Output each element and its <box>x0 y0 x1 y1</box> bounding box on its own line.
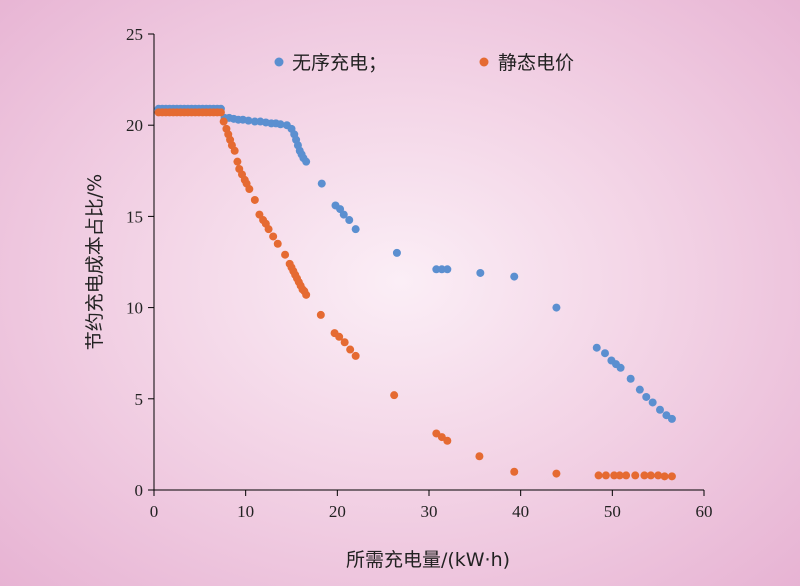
data-point-series-2 <box>443 436 452 445</box>
legend-label-series-1: 无序充电； <box>292 52 387 74</box>
axes <box>153 34 704 491</box>
data-point-series-1 <box>648 398 657 407</box>
y-tick-label: 20 <box>126 116 143 135</box>
series-2 <box>154 108 676 481</box>
data-point-series-2 <box>302 290 311 299</box>
data-point-series-1 <box>339 210 348 219</box>
data-point-series-1 <box>642 392 651 401</box>
data-point-series-2 <box>640 471 649 480</box>
data-point-series-1 <box>476 268 485 277</box>
y-axis-title: 节约充电成本占比/% <box>84 174 106 350</box>
data-point-series-1 <box>437 265 446 274</box>
data-point-series-2 <box>631 471 640 480</box>
y-tick-label: 0 <box>135 481 144 500</box>
x-tick-label: 60 <box>696 502 713 521</box>
data-point-series-2 <box>281 250 290 259</box>
data-point-series-1 <box>616 363 625 372</box>
legend-marker-series-1 <box>274 57 284 67</box>
data-point-series-1 <box>510 272 519 281</box>
data-point-series-1 <box>635 385 644 394</box>
data-point-series-2 <box>269 232 278 241</box>
x-tick-label: 40 <box>512 502 529 521</box>
data-point-series-2 <box>335 332 344 341</box>
x-tick-label: 30 <box>421 502 438 521</box>
legend-marker-series-2 <box>479 57 489 67</box>
data-point-series-2 <box>264 225 273 234</box>
data-point-series-2 <box>510 467 519 476</box>
data-point-series-1 <box>302 157 311 166</box>
data-point-series-2 <box>601 471 610 480</box>
data-point-series-1 <box>317 179 326 188</box>
data-point-series-1 <box>601 349 609 358</box>
legend: 无序充电； 静态电价 <box>274 52 574 74</box>
data-point-series-1 <box>345 216 354 225</box>
data-point-series-1 <box>626 374 635 383</box>
data-point-series-1 <box>392 248 401 257</box>
data-point-series-2 <box>610 471 619 480</box>
data-point-series-1 <box>351 225 360 234</box>
x-tick-label: 50 <box>604 502 621 521</box>
data-point-series-2 <box>351 351 360 360</box>
x-tick-label: 0 <box>150 502 159 521</box>
data-point-series-1 <box>244 116 253 125</box>
data-point-series-2 <box>316 310 325 319</box>
data-point-series-1 <box>276 120 285 129</box>
data-point-series-2 <box>552 469 561 478</box>
data-point-series-2 <box>216 108 225 117</box>
data-point-series-1 <box>552 303 561 312</box>
y-tick-label: 5 <box>135 390 144 409</box>
data-point-series-2 <box>250 195 259 204</box>
data-point-series-2 <box>654 471 663 480</box>
data-point-series-1 <box>443 265 452 274</box>
data-point-series-2 <box>245 185 254 194</box>
data-point-series-2 <box>219 117 228 126</box>
data-point-series-2 <box>346 345 355 354</box>
data-point-series-1 <box>667 414 676 423</box>
data-point-series-2 <box>615 471 624 480</box>
data-point-series-2 <box>660 472 669 481</box>
data-point-series-1 <box>656 405 664 414</box>
y-tick-label: 15 <box>126 207 143 226</box>
y-tick-label: 25 <box>126 25 143 44</box>
data-point-series-2 <box>646 471 655 480</box>
data-point-series-1 <box>432 265 441 274</box>
data-points <box>154 104 676 481</box>
data-point-series-2 <box>233 157 242 166</box>
data-point-series-2 <box>475 452 484 461</box>
data-point-series-2 <box>390 391 399 400</box>
data-point-series-2 <box>594 471 603 480</box>
data-point-series-2 <box>230 146 239 155</box>
data-point-series-1 <box>592 343 601 352</box>
y-tick-label: 10 <box>126 299 143 318</box>
data-point-series-2 <box>667 472 676 481</box>
x-tick-label: 20 <box>329 502 346 521</box>
x-axis-title: 所需充电量/(kW·h) <box>346 549 510 571</box>
data-point-series-2 <box>622 471 631 480</box>
x-tick-label: 10 <box>237 502 254 521</box>
data-point-series-2 <box>273 239 282 248</box>
data-point-series-1 <box>250 117 259 126</box>
legend-label-series-2: 静态电价 <box>498 52 574 74</box>
tick-group: 0 10 20 30 40 50 60 0 5 10 15 20 25 <box>126 25 713 521</box>
data-point-series-2 <box>340 338 349 347</box>
